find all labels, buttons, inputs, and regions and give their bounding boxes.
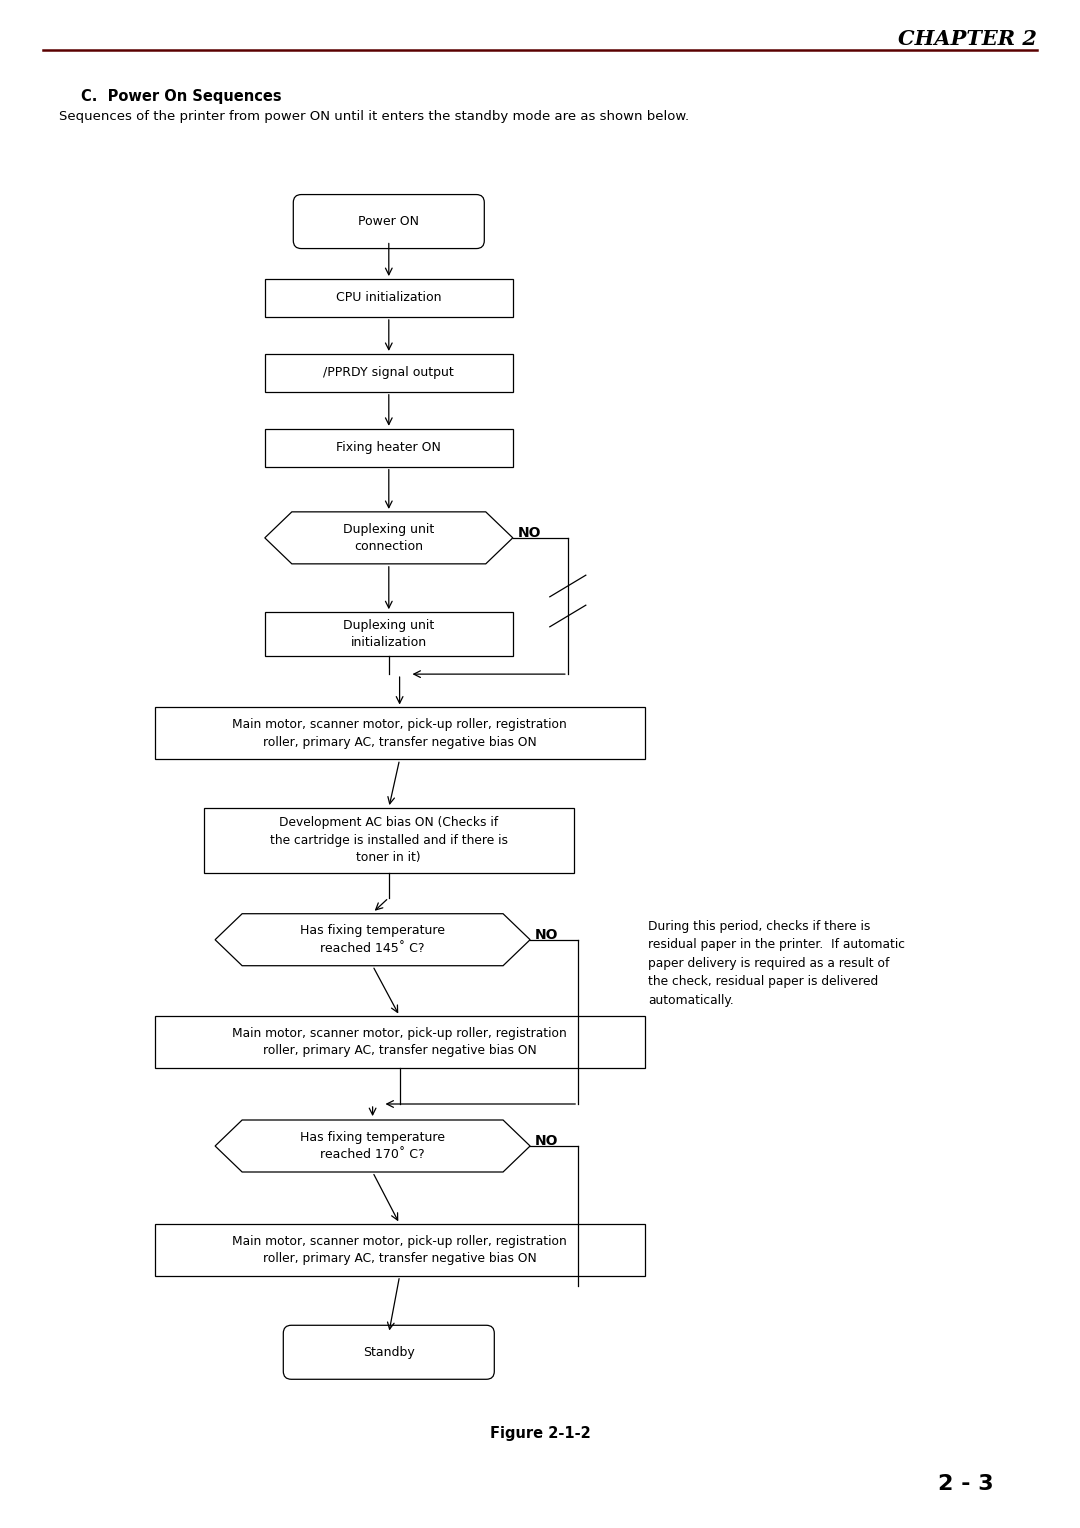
Text: Fixing heater ON: Fixing heater ON [336,442,442,454]
FancyBboxPatch shape [154,1224,645,1276]
FancyBboxPatch shape [265,429,513,466]
Text: Has fixing temperature
reached 170˚ C?: Has fixing temperature reached 170˚ C? [300,1131,445,1161]
Text: Main motor, scanner motor, pick-up roller, registration
roller, primary AC, tran: Main motor, scanner motor, pick-up rolle… [232,718,567,749]
FancyBboxPatch shape [265,354,513,391]
FancyBboxPatch shape [154,707,645,759]
Text: C.  Power On Sequences: C. Power On Sequences [81,89,282,104]
Text: Figure 2-1-2: Figure 2-1-2 [489,1426,591,1441]
FancyBboxPatch shape [283,1325,495,1380]
Text: During this period, checks if there is
residual paper in the printer.  If automa: During this period, checks if there is r… [648,920,905,1007]
Text: 2 - 3: 2 - 3 [937,1475,994,1494]
Text: CHAPTER 2: CHAPTER 2 [897,29,1037,49]
Polygon shape [215,1120,530,1172]
Text: Main motor, scanner motor, pick-up roller, registration
roller, primary AC, tran: Main motor, scanner motor, pick-up rolle… [232,1027,567,1057]
Text: Duplexing unit
connection: Duplexing unit connection [343,523,434,553]
Text: Duplexing unit
initialization: Duplexing unit initialization [343,619,434,649]
Polygon shape [215,914,530,966]
Text: Has fixing temperature
reached 145˚ C?: Has fixing temperature reached 145˚ C? [300,924,445,955]
FancyBboxPatch shape [154,1016,645,1068]
FancyBboxPatch shape [265,280,513,316]
Text: CPU initialization: CPU initialization [336,292,442,304]
Text: Standby: Standby [363,1346,415,1358]
Text: Sequences of the printer from power ON until it enters the standby mode are as s: Sequences of the printer from power ON u… [59,110,689,124]
FancyBboxPatch shape [204,808,573,872]
Text: Development AC bias ON (Checks if
the cartridge is installed and if there is
ton: Development AC bias ON (Checks if the ca… [270,816,508,865]
Text: NO: NO [535,927,558,941]
Text: Main motor, scanner motor, pick-up roller, registration
roller, primary AC, tran: Main motor, scanner motor, pick-up rolle… [232,1235,567,1265]
FancyBboxPatch shape [294,194,484,249]
Polygon shape [265,512,513,564]
Text: NO: NO [535,1134,558,1148]
Text: Power ON: Power ON [359,215,419,228]
FancyBboxPatch shape [265,613,513,656]
Text: NO: NO [517,526,541,539]
Text: /PPRDY signal output: /PPRDY signal output [323,367,455,379]
